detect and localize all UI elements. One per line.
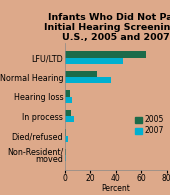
Bar xyxy=(65,77,111,83)
Bar xyxy=(65,129,66,136)
Bar xyxy=(65,71,97,77)
Bar xyxy=(65,90,70,97)
Bar xyxy=(65,51,146,58)
Legend: 2005, 2007: 2005, 2007 xyxy=(134,115,165,136)
Bar xyxy=(65,58,123,64)
Title: Infants Who Did Not Pass
Initial Hearing Screening—
U.S., 2005 and 2007: Infants Who Did Not Pass Initial Hearing… xyxy=(44,13,170,42)
Bar xyxy=(65,110,71,116)
Bar xyxy=(65,136,68,142)
Bar xyxy=(65,97,72,103)
X-axis label: Percent: Percent xyxy=(101,184,130,193)
Bar xyxy=(65,116,74,122)
Bar xyxy=(65,149,66,155)
Bar xyxy=(65,155,66,161)
